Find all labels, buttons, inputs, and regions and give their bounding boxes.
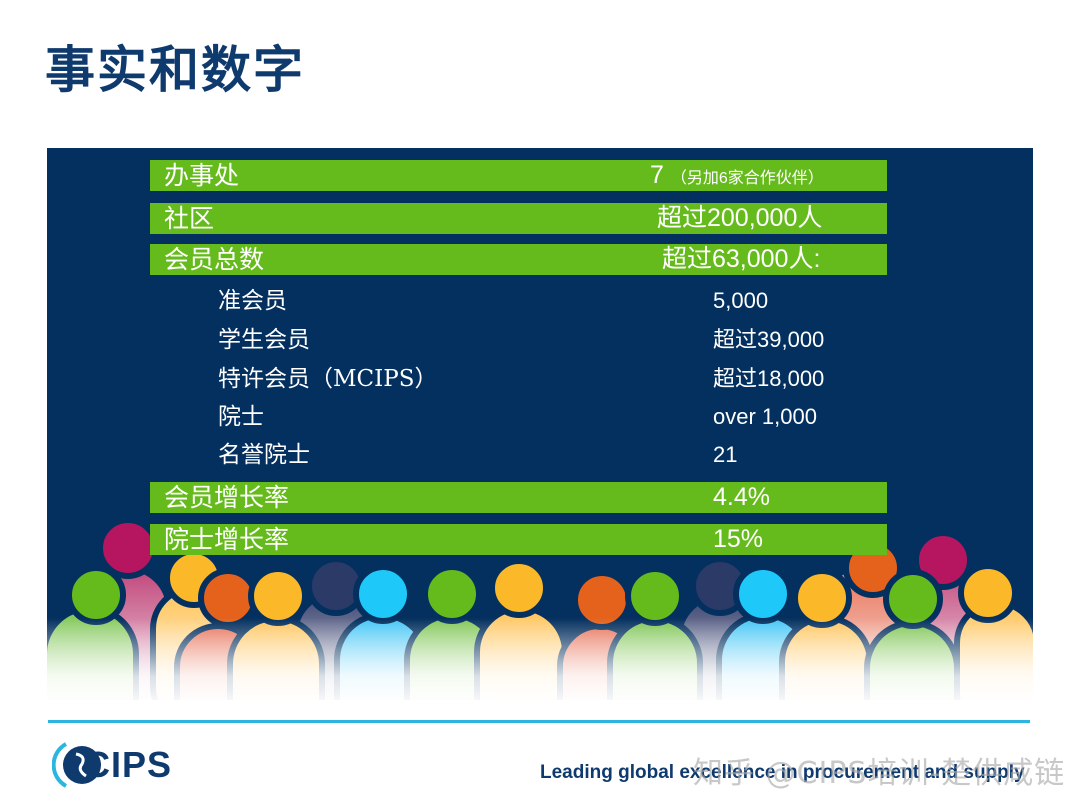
- fact-row-community: 社区 超过200,000人: [150, 203, 887, 234]
- member-row-student: 学生会员 超过39,000: [47, 323, 1033, 357]
- member-row-honorary-fellow: 名誉院士 21: [47, 438, 1033, 472]
- fact-value-number: 7: [650, 161, 664, 189]
- member-label: 准会员: [218, 288, 287, 314]
- watermark: 知乎 @CIPS培训-楚供咸链: [693, 756, 1066, 791]
- fact-value: 超过63,000人:: [662, 245, 821, 273]
- cips-logo-icon: [52, 742, 101, 788]
- facts-panel: 办事处 7 （另加6家合作伙伴） 社区 超过200,000人 会员总数 超过63…: [47, 148, 1033, 700]
- member-label: 名誉院士: [218, 442, 310, 468]
- fact-value-note: （另加6家合作伙伴）: [670, 170, 824, 187]
- fact-row-offices: 办事处 7 （另加6家合作伙伴）: [150, 160, 887, 191]
- member-value: 5,000: [713, 288, 769, 313]
- growth-row-members: 会员增长率 4.4%: [150, 482, 887, 513]
- footer-tagline: Leading global excellence in procurement…: [540, 762, 1025, 783]
- fact-row-total-members: 会员总数 超过63,000人:: [150, 244, 887, 275]
- member-value: 21: [713, 442, 738, 467]
- fact-value: 7 （另加6家合作伙伴）: [650, 160, 824, 194]
- fact-label: 社区: [164, 204, 215, 233]
- member-value: 超过39,000: [713, 327, 825, 352]
- growth-row-fellows: 院士增长率 15%: [150, 524, 887, 555]
- slide-title: 事实和数字: [45, 40, 305, 99]
- member-label: 学生会员: [218, 327, 310, 353]
- crowd-fade: [47, 618, 1033, 700]
- growth-label: 会员增长率: [164, 483, 290, 512]
- member-row-associate: 准会员 5,000: [47, 284, 1033, 318]
- member-label: 院士: [218, 404, 264, 430]
- member-value: 超过18,000: [713, 366, 825, 391]
- member-row-mcips: 特许会员（MCIPS） 超过18,000: [47, 362, 1033, 396]
- growth-label: 院士增长率: [164, 525, 290, 554]
- fact-label: 会员总数: [164, 245, 265, 274]
- member-label: 特许会员（MCIPS）: [218, 366, 438, 392]
- cips-logo-text: CIPS: [84, 744, 173, 785]
- member-value: over 1,000: [713, 404, 817, 429]
- member-row-fellow: 院士 over 1,000: [47, 400, 1033, 434]
- growth-value: 4.4%: [713, 483, 770, 511]
- fact-label: 办事处: [164, 161, 240, 190]
- footer-divider: [48, 720, 1030, 723]
- growth-value: 15%: [713, 525, 764, 553]
- fact-value: 超过200,000人: [657, 204, 823, 232]
